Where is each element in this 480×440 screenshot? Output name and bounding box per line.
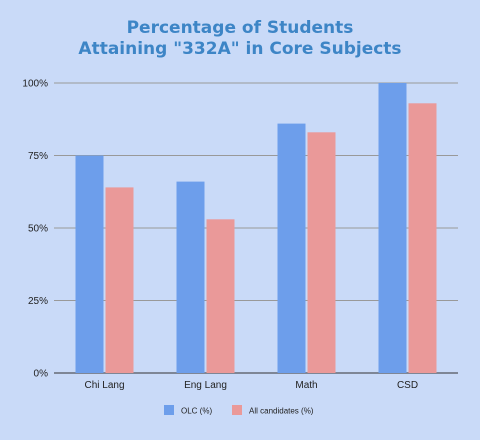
bar <box>206 219 235 373</box>
legend-swatch <box>232 405 242 415</box>
bar <box>307 132 336 373</box>
y-tick-label: 75% <box>28 151 48 162</box>
y-tick-label: 100% <box>22 79 48 90</box>
bar <box>277 123 306 373</box>
x-tick-label: Chi Lang <box>84 380 124 391</box>
x-tick-label: CSD <box>397 380 418 391</box>
legend-swatch <box>164 405 174 415</box>
bar <box>378 83 407 373</box>
chart-title-line-1: Percentage of Students <box>126 18 354 38</box>
bar <box>105 187 134 373</box>
y-tick-label: 50% <box>28 224 48 235</box>
x-tick-label: Math <box>295 380 317 391</box>
legend-label: All candidates (%) <box>249 407 314 416</box>
bar <box>75 155 104 373</box>
y-tick-label: 0% <box>34 369 49 380</box>
x-tick-label: Eng Lang <box>184 380 227 391</box>
legend-label: OLC (%) <box>181 407 212 416</box>
y-tick-label: 25% <box>28 296 48 307</box>
bar <box>408 103 437 374</box>
bar <box>176 181 205 373</box>
chart-title-line-2: Attaining "332A" in Core Subjects <box>78 39 402 59</box>
